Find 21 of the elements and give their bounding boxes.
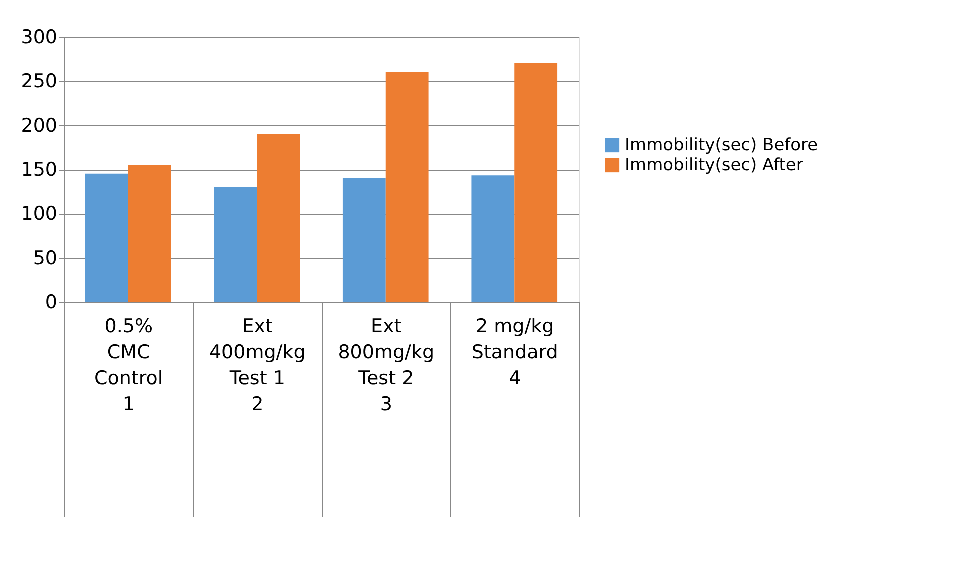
x-tick-label: Ext 400mg/kg Test 1 2	[209, 316, 306, 416]
y-tick-label: 250	[21, 70, 58, 93]
legend-label: Immobility(sec) After	[625, 156, 804, 176]
x-tick-label: 2 mg/kg Standard 4	[472, 316, 558, 390]
y-tick-label: 200	[21, 114, 58, 137]
bar	[386, 72, 429, 302]
y-tick-label: 300	[21, 26, 58, 48]
bar	[128, 165, 172, 302]
y-tick-label: 50	[33, 247, 58, 270]
y-tick-label: 100	[21, 203, 58, 226]
y-tick-label: 0	[45, 292, 58, 314]
x-tick-label: Ext 800mg/kg Test 2 3	[338, 316, 435, 416]
bar	[342, 178, 386, 302]
bar	[214, 187, 258, 302]
y-tick-label: 150	[21, 159, 58, 181]
bar	[257, 134, 300, 302]
bar	[514, 64, 558, 302]
bar	[472, 176, 515, 302]
x-tick-label: 0.5% CMC Control 1	[94, 316, 164, 416]
legend-label: Immobility(sec) Before	[625, 136, 818, 156]
bar	[85, 174, 128, 302]
